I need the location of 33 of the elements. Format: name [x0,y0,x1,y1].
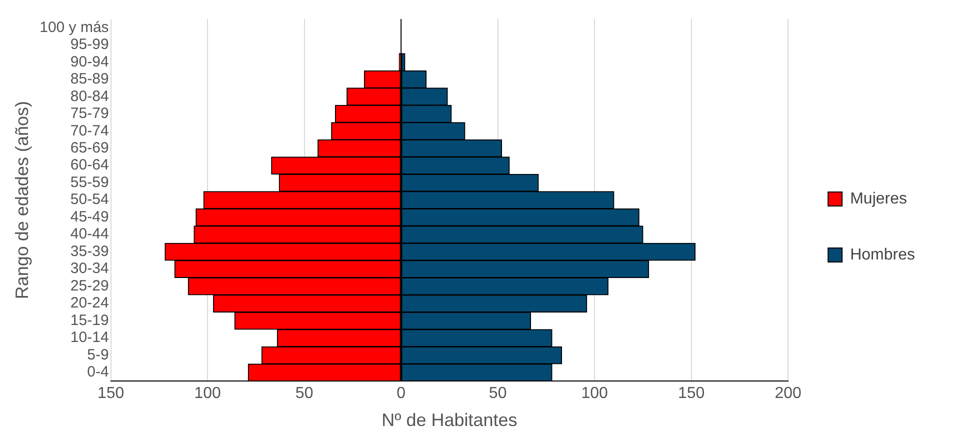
x-tick-label: 150 [97,385,124,402]
legend-label: Hombres [850,246,915,264]
x-tick-label: 0 [396,385,406,402]
y-tick-label: 25-29 [70,277,109,294]
y-tick-label: 70-74 [70,122,109,140]
y-tick-label: 85-89 [70,70,109,88]
x-tick-label: 50 [488,385,507,402]
y-tick-label: 100 y más [40,18,109,36]
y-tick-label: 10-14 [70,329,109,346]
y-tick-label: 20-24 [70,294,109,312]
x-tick-label: 100 [581,385,608,402]
y-tick-label: 65-69 [70,140,109,156]
x-tick-label: 200 [774,385,802,402]
y-tick-label: 40-44 [70,226,109,243]
x-tick-label: 50 [295,385,314,402]
x-tick-label: 150 [678,385,705,402]
y-tick-label: 50-54 [70,191,109,208]
x-tick-label: 100 [194,385,221,402]
legend-label: Mujeres [850,190,907,208]
y-tick-label: 55-59 [70,174,109,191]
y-axis-title: Rango de edades (años) [12,101,32,300]
y-tick-label: 45-49 [70,208,109,226]
y-tick-label: 30-34 [70,260,109,278]
y-tick-label: 80-84 [70,88,109,105]
y-tick-label: 0-4 [87,364,109,381]
y-tick-label: 35-39 [70,242,109,260]
y-tick-label: 15-19 [70,312,109,329]
y-tick-label: 95-99 [70,36,109,54]
y-tick-label: 75-79 [70,105,109,122]
x-axis-title: Nº de Habitantes [382,410,518,430]
y-tick-label: 60-64 [70,156,109,174]
y-tick-label: 90-94 [70,53,109,70]
y-tick-label: 5-9 [87,346,109,364]
